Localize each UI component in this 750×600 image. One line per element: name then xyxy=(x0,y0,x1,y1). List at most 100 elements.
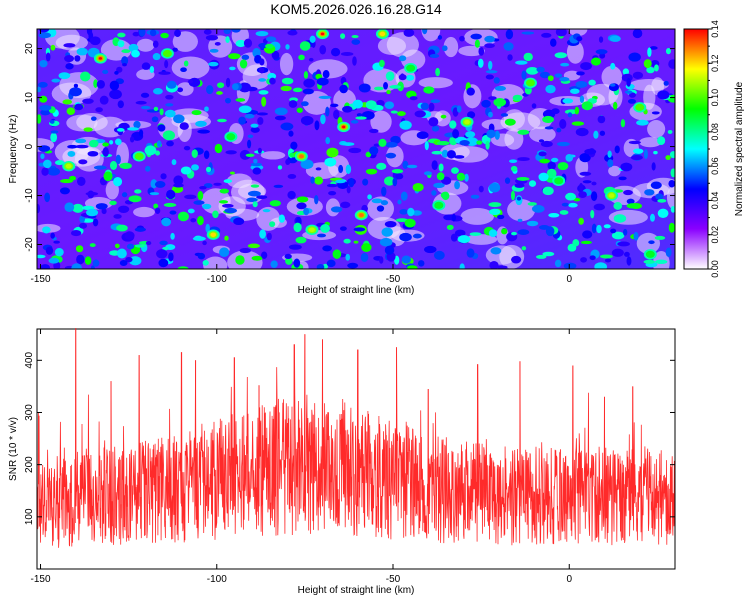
heatmap-cell xyxy=(117,205,130,213)
heatmap-cell xyxy=(74,103,84,111)
heatmap-cell xyxy=(339,84,348,94)
heatmap-cell xyxy=(166,80,177,89)
heatmap-cell xyxy=(436,141,450,146)
heatmap-cell xyxy=(144,145,157,156)
heatmap-cell xyxy=(562,98,574,104)
heatmap-cell xyxy=(74,55,81,62)
colorbar-tick-label: 0.02 xyxy=(710,226,720,244)
heatmap-cell xyxy=(412,233,422,239)
heatmap-cell xyxy=(431,160,438,171)
heatmap-cell xyxy=(477,58,484,68)
heatmap-cell xyxy=(50,130,59,134)
heatmap-cell xyxy=(54,160,65,166)
heatmap-cell xyxy=(643,149,648,160)
heatmap-cell xyxy=(202,203,212,210)
heatmap-cell xyxy=(490,247,502,255)
heatmap-cell xyxy=(84,256,92,265)
heatmap-cell xyxy=(613,101,618,110)
heatmap-cell xyxy=(38,29,50,33)
heatmap-cell xyxy=(173,183,184,188)
heatmap-cell xyxy=(632,29,643,39)
heatmap-cell xyxy=(633,231,639,241)
heatmap-cell xyxy=(405,74,415,81)
heatmap-cell xyxy=(540,140,553,148)
heatmap-cell xyxy=(539,71,551,79)
heatmap-cell xyxy=(290,141,298,150)
heatmap-cell xyxy=(620,162,633,172)
heatmap-cell xyxy=(288,100,298,108)
heatmap-low-cell xyxy=(418,77,453,89)
heatmap-cell xyxy=(69,175,77,181)
heatmap-cell xyxy=(554,73,563,78)
heatmap-cell xyxy=(342,142,355,146)
heatmap-cell xyxy=(459,140,470,146)
heatmap-cell xyxy=(618,176,627,181)
heatmap-cell xyxy=(571,121,585,126)
heatmap-peak xyxy=(165,52,170,55)
heatmap-cell xyxy=(464,173,469,182)
heatmap-cell xyxy=(438,163,444,172)
heatmap-cell xyxy=(397,111,406,117)
heatmap-cell xyxy=(611,231,625,240)
heatmap-cell xyxy=(417,260,425,267)
heatmap-cell xyxy=(542,186,554,196)
heatmap-cell xyxy=(493,97,507,107)
snr-series-line xyxy=(37,329,675,548)
heatmap-cell xyxy=(649,46,658,50)
heatmap-cell xyxy=(512,94,523,102)
heatmap-cell xyxy=(238,105,252,114)
heatmap-cell xyxy=(124,231,135,240)
heatmap-cell xyxy=(205,166,212,173)
heatmap-cell xyxy=(386,89,391,95)
heatmap-cell xyxy=(159,108,164,116)
heatmap-cell xyxy=(632,148,644,154)
heatmap-cell xyxy=(600,254,613,259)
heatmap-cell xyxy=(247,190,261,197)
heatmap-cell xyxy=(500,113,509,117)
heatmap-cell xyxy=(325,136,331,145)
heatmap-cell xyxy=(424,141,429,151)
heatmap-cell xyxy=(350,120,359,124)
heatmap-cell xyxy=(407,265,418,269)
heatmap-cell xyxy=(422,29,428,35)
heatmap-cell xyxy=(391,168,404,174)
heatmap-cell xyxy=(379,237,393,247)
heatmap-cell xyxy=(436,172,445,181)
heatmap-cell xyxy=(76,47,88,56)
heatmap-peak xyxy=(137,155,141,158)
heatmap-cell xyxy=(285,256,293,265)
heatmap-cell xyxy=(450,233,458,242)
heatmap-cell xyxy=(416,131,429,140)
heatmap-cell xyxy=(466,87,475,96)
heatmap-cell xyxy=(239,149,251,160)
heatmap-cell xyxy=(171,185,184,193)
heatmap-cell xyxy=(431,125,440,132)
heatmap-cell xyxy=(266,232,272,241)
heatmap-cell xyxy=(145,165,151,172)
heatmap-cell xyxy=(535,254,547,259)
heatmap-cell xyxy=(232,83,239,91)
heatmap-cell xyxy=(493,77,500,84)
heatmap-cell xyxy=(158,258,169,268)
heatmap-cell xyxy=(557,162,569,171)
heatmap-cell xyxy=(643,259,655,264)
heatmap-cell xyxy=(340,33,346,40)
heatmap-cell xyxy=(166,140,174,147)
heatmap-cell xyxy=(384,245,395,255)
heatmap-cell xyxy=(38,32,51,39)
heatmap-cell xyxy=(37,86,42,93)
heatmap-cell xyxy=(579,153,591,163)
heatmap-cell xyxy=(229,66,236,71)
heatmap-cell xyxy=(598,36,604,43)
heatmap-cell xyxy=(40,264,51,269)
heatmap-cell xyxy=(657,136,666,146)
heatmap-cell xyxy=(572,239,580,247)
heatmap-cell xyxy=(314,120,320,131)
heatmap-cell xyxy=(224,235,229,241)
heatmap-cell xyxy=(287,174,297,179)
heatmap-cell xyxy=(449,120,457,129)
heatmap-cell xyxy=(284,253,292,259)
heatmap-cell xyxy=(253,158,258,164)
heatmap-y-tick-label: -10 xyxy=(24,188,35,203)
heatmap-cell xyxy=(160,32,169,39)
